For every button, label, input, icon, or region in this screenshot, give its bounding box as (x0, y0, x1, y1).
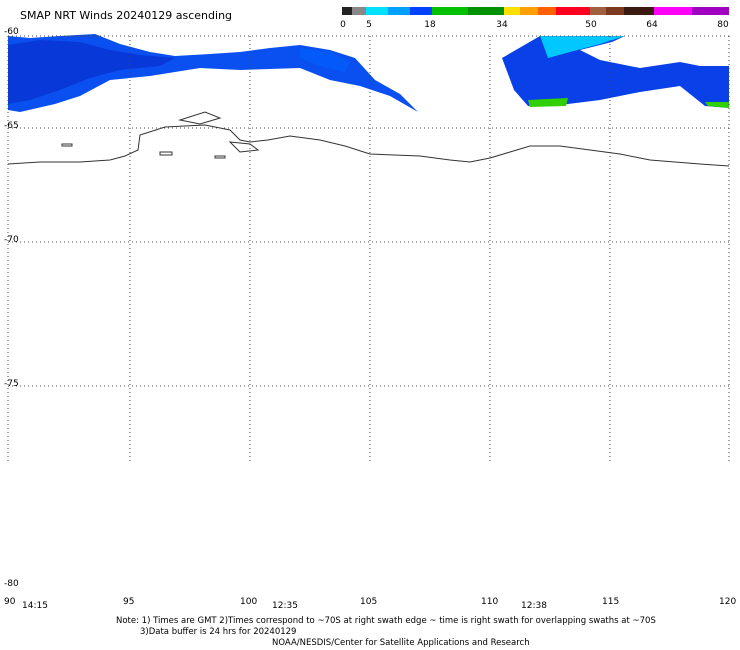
lat-label: -80 (4, 579, 19, 589)
swath-time: 14:15 (22, 601, 48, 611)
scale-label: 34 (496, 20, 508, 30)
wind-swath-left (8, 34, 418, 112)
lon-label: 95 (123, 597, 135, 607)
scale-label: 0 (340, 20, 346, 30)
lat-label: -60 (4, 27, 19, 37)
credit-line: NOAA/NESDIS/Center for Satellite Applica… (272, 638, 530, 648)
scale-label: 80 (717, 20, 729, 30)
swath-time: 12:38 (521, 601, 547, 611)
lon-label: 105 (360, 597, 378, 607)
scale-label: 64 (646, 20, 658, 30)
lat-label: -65 (4, 121, 19, 131)
scale-label: 5 (366, 20, 372, 30)
lon-label: 110 (481, 597, 499, 607)
lon-label: 120 (719, 597, 737, 607)
scale-label: 50 (585, 20, 597, 30)
wind-swath-right (502, 36, 729, 108)
coastline (7, 111, 730, 167)
lon-label: 90 (4, 597, 16, 607)
lat-label: -70 (4, 235, 19, 245)
graticule (7, 35, 730, 464)
note-line: Note: 1) Times are GMT 2)Times correspon… (116, 616, 656, 626)
lon-label: 115 (602, 597, 620, 607)
swath-time: 12:35 (272, 601, 298, 611)
scale-label: 18 (424, 20, 436, 30)
lon-label: 100 (240, 597, 258, 607)
note-line: 3)Data buffer is 24 hrs for 20240129 (140, 627, 297, 637)
color-scale-bar (342, 7, 729, 15)
lat-label: -75 (4, 379, 19, 389)
map-title: SMAP NRT Winds 20240129 ascending (20, 9, 233, 22)
